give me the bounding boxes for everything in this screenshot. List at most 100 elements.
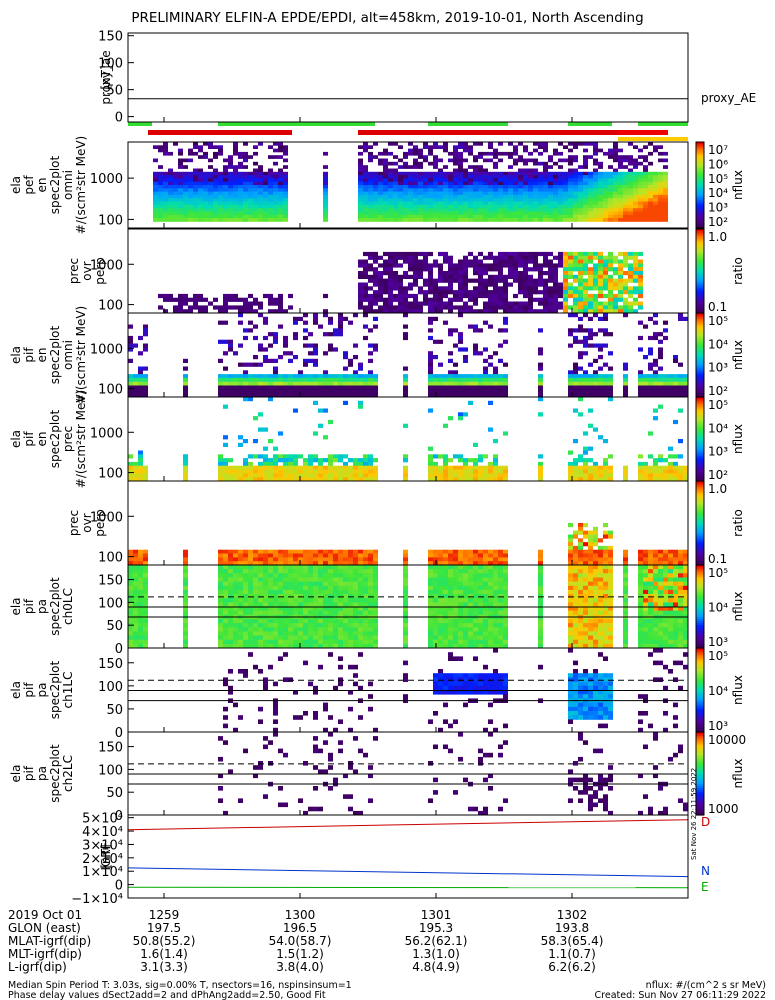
heat-cell [218,549,223,554]
heat-cell [233,594,238,599]
heat-cell [403,458,408,463]
heat-cell [568,161,573,166]
heat-cell [343,610,348,616]
heat-cell [618,191,623,196]
heat-cell [663,188,668,192]
heat-cell [443,178,448,183]
heat-cell [428,643,433,649]
heat-cell [378,198,383,202]
heat-cell [453,362,458,367]
heat-cell [218,631,223,636]
heat-cell [608,198,613,202]
heat-cell [463,259,468,264]
heat-cell [393,214,398,219]
heat-cell [473,178,478,183]
heat-cell [553,271,558,276]
heat-cell [583,263,588,268]
heat-cell [353,477,358,482]
heat-cell [313,635,318,641]
heat-cell [433,565,438,570]
heat-cell [243,610,248,616]
heat-cell [388,290,393,295]
heat-cell [253,198,258,202]
heat-cell [443,214,448,219]
heat-cell [413,251,418,257]
heat-cell [383,151,388,156]
heat-cell [468,465,473,470]
heat-cell [233,148,238,153]
heat-cell [603,171,608,176]
heat-cell [483,381,488,386]
heat-cell [638,557,643,562]
heat-cell [338,577,343,583]
heat-cell [228,598,233,603]
heat-cell [263,635,268,641]
heat-cell [438,145,443,149]
heat-cell [638,377,643,383]
heat-cell [183,201,188,206]
heat-cell [338,569,343,574]
heat-cell [303,389,308,394]
heat-cell [443,211,448,216]
heat-cell [288,389,293,394]
heat-cell [253,201,258,206]
heat-cell [503,293,508,299]
heat-cell [318,465,323,470]
heat-cell [223,158,228,163]
heat-cell [408,178,413,183]
heat-cell [403,165,408,169]
heat-cell [363,274,368,279]
heat-cell [643,165,648,169]
heat-cell [493,557,498,562]
heat-cell [613,255,618,260]
heat-cell [638,201,643,206]
heat-cell [668,393,673,398]
heat-cell [588,297,593,302]
heat-cell [168,194,173,199]
heat-cell [663,374,668,379]
heat-cell [133,477,138,482]
heat-cell [143,585,148,591]
heat-cell [393,142,398,146]
heat-cell [358,218,363,222]
heat-cell [608,165,613,169]
heat-cell [413,259,418,264]
heat-cell [503,208,508,212]
heat-cell [388,194,393,199]
heat-cell [433,301,438,306]
heat-cell [653,461,658,467]
heat-cell [578,523,583,528]
heat-cell [573,408,578,413]
heat-cell [593,211,598,216]
heat-cell [403,335,408,341]
heat-cell [533,171,538,176]
heat-cell [438,469,443,474]
heat-cell [458,181,463,186]
heat-cell [513,218,518,222]
heat-cell [358,619,363,624]
heat-cell [428,602,433,607]
heat-cell [268,565,273,570]
heat-cell [128,561,133,566]
heat-cell [378,293,383,299]
heat-cell [443,286,448,291]
heat-cell [683,561,688,566]
heat-cell [268,585,273,591]
heat-cell [438,577,443,583]
heat-cell [493,211,498,216]
heat-cell [598,198,603,202]
heat-cell [253,377,258,383]
heat-cell [193,175,198,179]
heat-cell [303,461,308,467]
heat-cell [393,168,398,173]
heat-cell [218,151,223,156]
heat-cell [343,473,348,478]
heat-cell [613,168,618,173]
heat-cell [218,198,223,202]
heat-cell [568,549,573,554]
heat-cell [643,145,648,149]
status-bar-green [428,122,508,126]
heat-cell [578,274,583,279]
heat-cell [568,469,573,474]
heat-cell [648,561,653,566]
